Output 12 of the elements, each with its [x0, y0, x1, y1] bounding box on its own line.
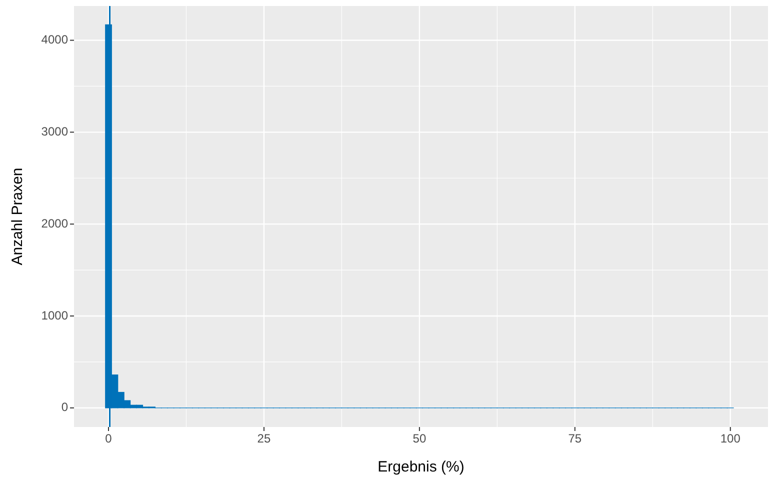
y-tick-label: 0	[61, 400, 68, 414]
y-axis-title: Anzahl Praxen	[9, 168, 26, 266]
y-tick-label: 4000	[41, 32, 68, 47]
x-tick-label: 25	[257, 431, 271, 446]
y-tick-label: 2000	[41, 216, 68, 230]
x-tick-label: 75	[568, 431, 582, 446]
y-tick-label: 1000	[41, 308, 68, 322]
x-tick-label: 100	[720, 431, 741, 446]
x-tick-label: 50	[412, 431, 426, 446]
x-tick-label: 0	[105, 431, 112, 446]
x-axis-title: Ergebnis (%)	[378, 458, 464, 476]
y-tick-label: 3000	[41, 124, 68, 138]
